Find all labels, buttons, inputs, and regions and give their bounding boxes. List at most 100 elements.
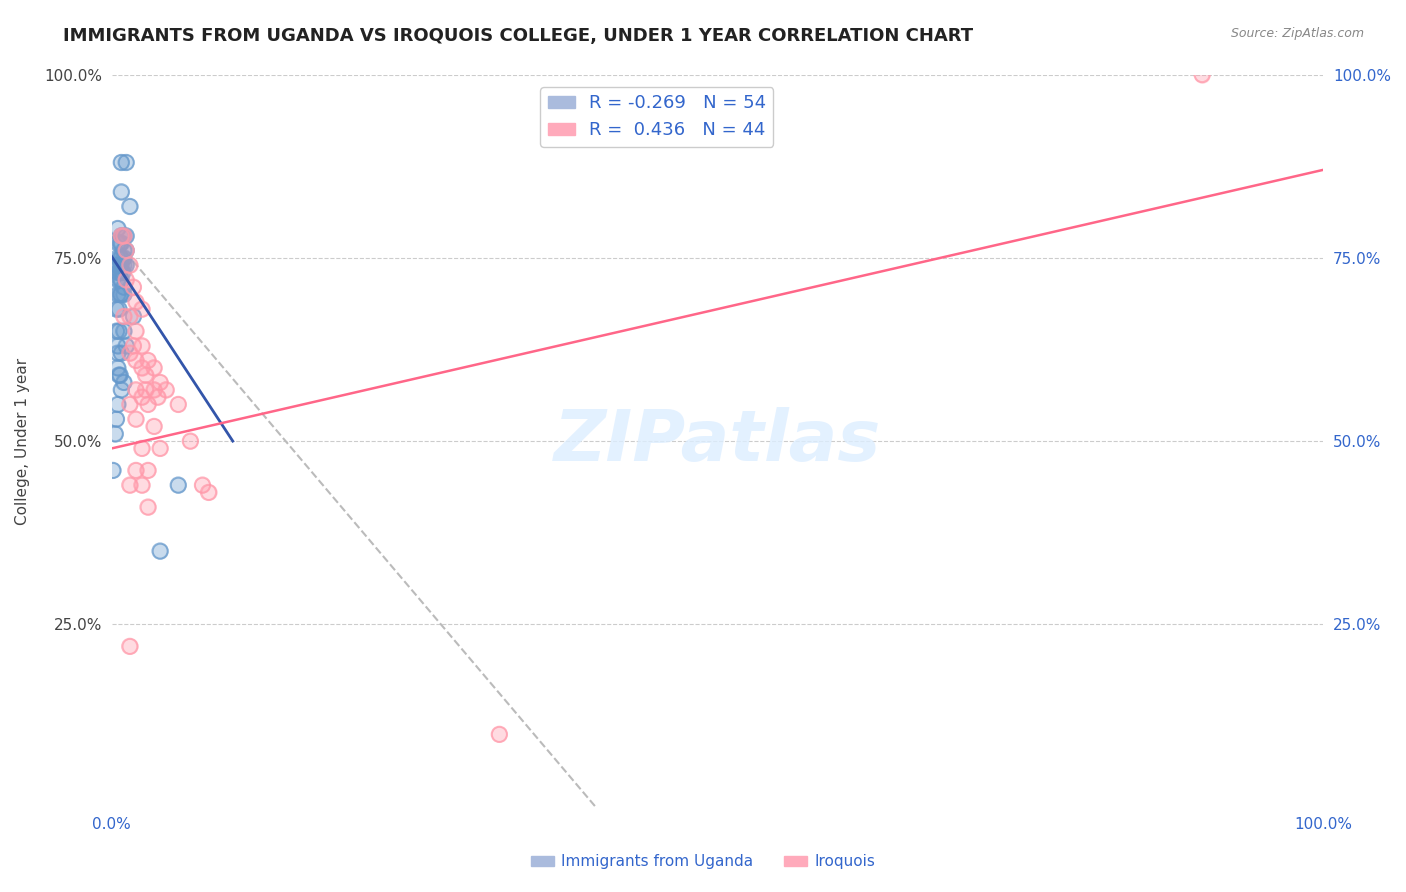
Point bbox=[112, 310, 135, 324]
Point bbox=[131, 302, 153, 317]
Point bbox=[110, 346, 132, 360]
Point bbox=[488, 727, 510, 741]
Legend: R = -0.269   N = 54, R =  0.436   N = 44: R = -0.269 N = 54, R = 0.436 N = 44 bbox=[540, 87, 773, 146]
Point bbox=[110, 346, 132, 360]
Point bbox=[115, 228, 138, 243]
Point bbox=[112, 280, 135, 294]
Point bbox=[107, 339, 129, 353]
Point bbox=[107, 251, 129, 265]
Point bbox=[115, 155, 138, 169]
Point bbox=[115, 228, 138, 243]
Point bbox=[125, 412, 148, 426]
Point bbox=[108, 251, 131, 265]
Point bbox=[131, 478, 153, 492]
Point bbox=[1191, 68, 1213, 82]
Point bbox=[110, 273, 132, 287]
Point bbox=[110, 251, 132, 265]
Point bbox=[146, 390, 169, 404]
Point bbox=[149, 544, 172, 558]
Text: ZIPatlas: ZIPatlas bbox=[554, 407, 882, 475]
Point bbox=[108, 251, 131, 265]
Point bbox=[110, 155, 132, 169]
Point bbox=[118, 640, 141, 654]
Point bbox=[167, 478, 190, 492]
Point bbox=[118, 397, 141, 411]
Point bbox=[108, 236, 131, 251]
Point bbox=[167, 397, 190, 411]
Point bbox=[112, 244, 135, 258]
Legend: Immigrants from Uganda, Iroquois: Immigrants from Uganda, Iroquois bbox=[524, 848, 882, 875]
Point bbox=[149, 442, 172, 456]
Point bbox=[118, 310, 141, 324]
Point bbox=[110, 228, 132, 243]
Point bbox=[118, 310, 141, 324]
Point bbox=[112, 376, 135, 390]
Point bbox=[125, 294, 148, 309]
Point bbox=[149, 376, 172, 390]
Point bbox=[122, 280, 145, 294]
Point bbox=[118, 199, 141, 213]
Point bbox=[115, 273, 138, 287]
Point bbox=[105, 258, 128, 272]
Point bbox=[179, 434, 201, 449]
Point bbox=[110, 228, 132, 243]
Point bbox=[143, 383, 166, 397]
Point bbox=[131, 442, 153, 456]
Point bbox=[131, 442, 153, 456]
Point bbox=[135, 368, 157, 383]
Point bbox=[110, 228, 132, 243]
Point bbox=[112, 228, 135, 243]
Point bbox=[107, 397, 129, 411]
Point bbox=[112, 376, 135, 390]
Point bbox=[125, 324, 148, 338]
Point bbox=[125, 412, 148, 426]
Point bbox=[131, 360, 153, 375]
Point bbox=[197, 485, 219, 500]
Point bbox=[108, 236, 131, 251]
Point bbox=[108, 368, 131, 383]
Point bbox=[136, 463, 159, 477]
Point bbox=[110, 155, 132, 169]
Point bbox=[118, 397, 141, 411]
Point bbox=[112, 280, 135, 294]
Point bbox=[197, 485, 219, 500]
Point bbox=[107, 360, 129, 375]
Point bbox=[105, 302, 128, 317]
Point bbox=[108, 265, 131, 279]
Point bbox=[112, 228, 135, 243]
Point bbox=[112, 287, 135, 301]
Point bbox=[125, 353, 148, 368]
Point bbox=[108, 287, 131, 301]
Point bbox=[115, 244, 138, 258]
Point bbox=[131, 339, 153, 353]
Point bbox=[107, 221, 129, 235]
Point bbox=[108, 324, 131, 338]
Point bbox=[112, 287, 135, 301]
Point bbox=[125, 353, 148, 368]
Point bbox=[107, 287, 129, 301]
Point bbox=[110, 228, 132, 243]
Point bbox=[115, 273, 138, 287]
Point bbox=[143, 383, 166, 397]
Point bbox=[143, 419, 166, 434]
Point bbox=[143, 360, 166, 375]
Point bbox=[107, 339, 129, 353]
Point bbox=[105, 324, 128, 338]
Point bbox=[136, 500, 159, 514]
Point bbox=[118, 346, 141, 360]
Text: Source: ZipAtlas.com: Source: ZipAtlas.com bbox=[1230, 27, 1364, 40]
Point bbox=[131, 390, 153, 404]
Point bbox=[104, 426, 127, 441]
Point bbox=[108, 324, 131, 338]
Point bbox=[107, 265, 129, 279]
Point bbox=[112, 324, 135, 338]
Point bbox=[118, 640, 141, 654]
Point bbox=[143, 360, 166, 375]
Point bbox=[115, 155, 138, 169]
Point bbox=[191, 478, 214, 492]
Point bbox=[107, 251, 129, 265]
Point bbox=[101, 463, 124, 477]
Point bbox=[112, 228, 135, 243]
Point bbox=[110, 185, 132, 199]
Point bbox=[107, 265, 129, 279]
